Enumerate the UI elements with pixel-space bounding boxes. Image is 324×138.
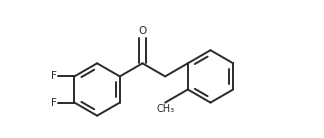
- Text: CH₃: CH₃: [156, 104, 174, 114]
- Text: O: O: [138, 26, 146, 36]
- Text: F: F: [51, 71, 57, 81]
- Text: F: F: [51, 98, 57, 108]
